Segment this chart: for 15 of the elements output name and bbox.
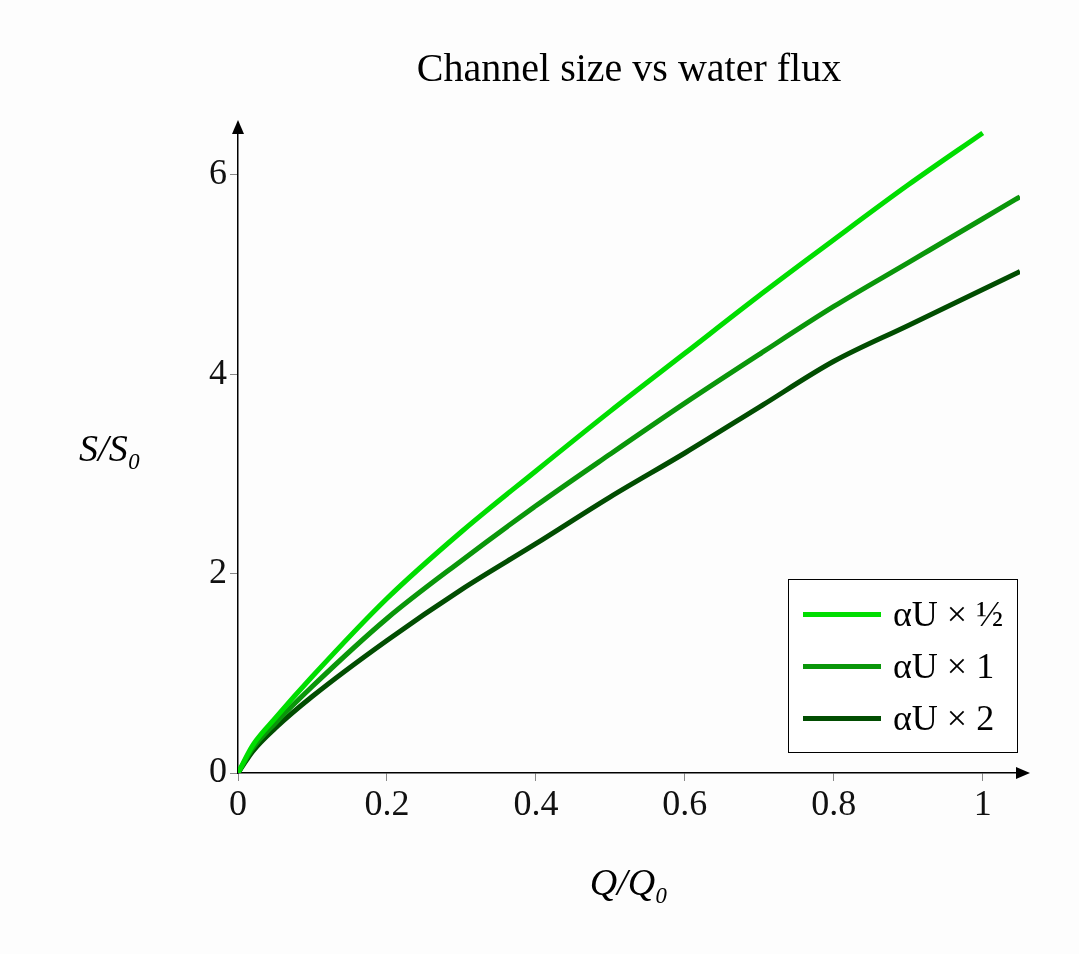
y-tick-label: 4 (209, 351, 227, 392)
x-tick-label: 0.2 (364, 783, 410, 824)
x-axis-title: Q/Q₀ (589, 860, 669, 903)
y-tick-label: 2 (209, 551, 227, 592)
legend-label: αU × ½ (893, 593, 1004, 636)
legend-label: αU × 1 (893, 645, 995, 688)
legend-label: αU × 2 (893, 697, 995, 740)
chart-title: Channel size vs water flux (416, 44, 842, 90)
x-tick-label: 0.4 (513, 783, 559, 824)
x-tick-label: 0.8 (811, 783, 857, 824)
y-axis-title: S/S₀ (79, 427, 141, 470)
x-tick-label: 1 (973, 783, 992, 824)
x-tick-label: 0.6 (662, 783, 708, 824)
y-tick-label: 6 (209, 152, 227, 193)
y-tick-label: 0 (209, 750, 227, 791)
